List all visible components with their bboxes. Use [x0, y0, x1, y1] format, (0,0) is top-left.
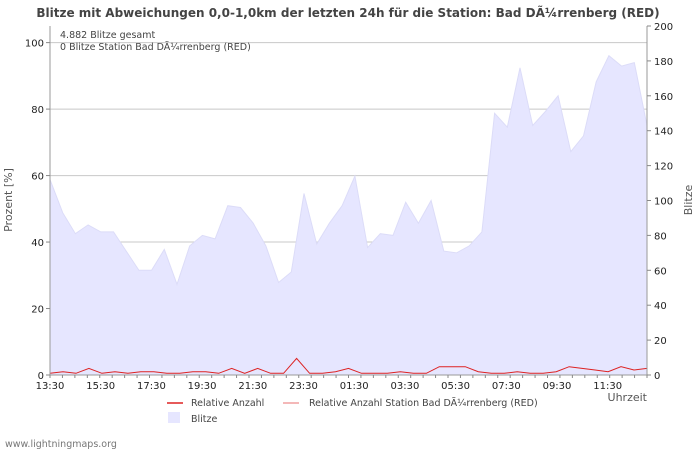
right-tick-label-60: 60: [654, 266, 667, 277]
legend-label-relative-anzahl: Relative Anzahl: [191, 398, 264, 409]
y-axis-right-label: Blitze: [682, 185, 695, 216]
x-tick-label-0330: 03:30: [390, 381, 419, 392]
info-station-strikes: 0 Blitze Station Bad DÃ¼rrenberg (RED): [60, 42, 251, 53]
info-total-strikes: 4.882 Blitze gesamt: [60, 30, 155, 41]
x-tick-label-2330: 23:30: [289, 381, 318, 392]
x-axis-label: Uhrzeit: [608, 391, 648, 404]
left-tick-label-80: 80: [31, 105, 44, 116]
x-tick-labels: 13:30 15:30 17:30 19:30 21:30 23:30 01:30 03:30…: [36, 375, 648, 392]
x-tick-label-0930: 09:30: [543, 381, 572, 392]
x-tick-label-0530: 05:30: [441, 381, 470, 392]
right-tick-label-180: 180: [654, 57, 673, 68]
x-tick-label-0130: 01:30: [340, 381, 369, 392]
left-tick-labels: 0 20 40 60 80 100: [25, 39, 50, 382]
right-tick-label-40: 40: [654, 301, 667, 312]
right-tick-label-160: 160: [654, 92, 673, 103]
left-tick-label-40: 40: [31, 238, 44, 249]
x-tick-label-0730: 07:30: [492, 381, 521, 392]
x-tick-label-1530: 15:30: [86, 381, 115, 392]
legend-swatch-blitze: [168, 412, 180, 423]
x-tick-label-1930: 19:30: [188, 381, 217, 392]
x-tick-label-2130: 21:30: [238, 381, 267, 392]
left-tick-label-20: 20: [31, 305, 44, 316]
right-tick-label-100: 100: [654, 197, 673, 208]
right-tick-label-0: 0: [654, 371, 660, 382]
legend-label-relative-anzahl-station: Relative Anzahl Station Bad DÃ¼rrenberg …: [309, 398, 538, 409]
right-tick-label-20: 20: [654, 336, 667, 347]
legend-label-blitze: Blitze: [191, 414, 218, 425]
right-tick-label-120: 120: [654, 162, 673, 173]
right-tick-label-140: 140: [654, 127, 673, 138]
left-tick-label-0: 0: [38, 371, 44, 382]
left-tick-label-100: 100: [25, 39, 44, 50]
credit-text: www.lightningmaps.org: [5, 439, 117, 450]
legend: Relative Anzahl Relative Anzahl Station …: [167, 398, 538, 425]
left-tick-label-60: 60: [31, 172, 44, 183]
right-tick-label-200: 200: [654, 22, 673, 33]
chart-title: Blitze mit Abweichungen 0,0-1,0km der le…: [36, 5, 659, 20]
y-axis-left-label: Prozent [%]: [2, 168, 15, 232]
x-tick-label-1330: 13:30: [36, 381, 65, 392]
x-tick-label-1730: 17:30: [137, 381, 166, 392]
series-blitze-area: [49, 54, 648, 376]
series-relative-anzahl-line: [49, 357, 648, 374]
right-tick-label-80: 80: [654, 231, 667, 242]
right-tick-labels: 0 20 40 60 80 100 120 140 160 180 200: [647, 22, 673, 382]
x-tick-label-1130: 11:30: [593, 381, 622, 392]
